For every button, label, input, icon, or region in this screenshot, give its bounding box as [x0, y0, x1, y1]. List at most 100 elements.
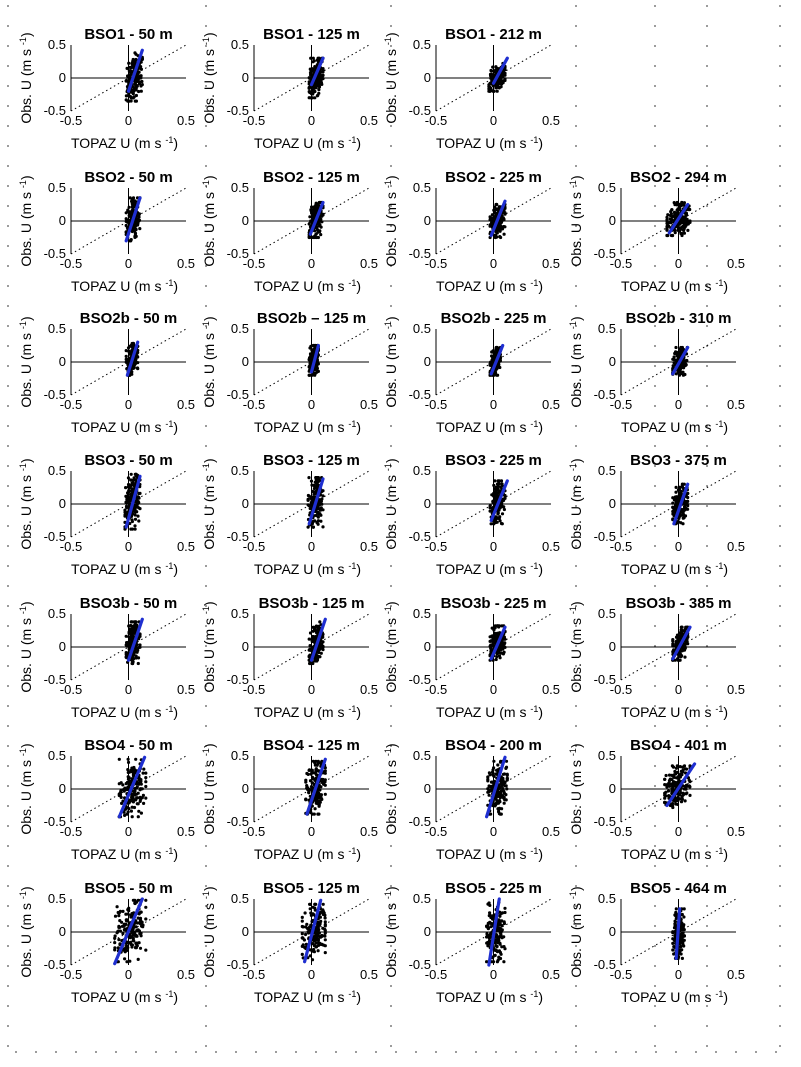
scatter-point: [502, 801, 506, 805]
fit-line: [125, 340, 140, 377]
scatter-point: [129, 238, 133, 242]
x-axis-label: TOPAZ U (m s -1): [254, 419, 361, 435]
y-tick-label: -0.5: [44, 103, 66, 118]
grid-dot: [575, 665, 577, 667]
y-tick-label: -0.5: [594, 529, 616, 544]
scatter-point: [671, 774, 675, 778]
scatter-point: [321, 902, 325, 906]
scatter-point: [129, 620, 133, 624]
x-axis-label: TOPAZ U (m s -1): [436, 419, 543, 435]
grid-dot: [706, 645, 708, 647]
x-tick-label: 0: [675, 824, 682, 839]
scatter-point: [319, 233, 323, 237]
scatter-point: [682, 201, 687, 205]
grid-dot: [654, 445, 656, 447]
grid-dot: [654, 765, 656, 767]
y-tick-label: 0: [59, 639, 66, 654]
scatter-point: [130, 766, 134, 770]
scatter-point: [493, 73, 497, 77]
scatter-point: [681, 770, 685, 774]
scatter-point: [319, 919, 323, 924]
grid-dot: [390, 785, 392, 787]
grid-dot: [706, 205, 708, 207]
y-tick-label: -0.5: [409, 529, 431, 544]
grid-dot: [654, 465, 656, 467]
scatter-point: [124, 634, 128, 638]
scatter-point: [131, 96, 135, 100]
grid-dot: [7, 705, 9, 707]
grid-dot: [7, 685, 9, 687]
scatter-point: [492, 69, 496, 73]
scatter-point: [673, 212, 677, 216]
grid-dot: [205, 65, 207, 67]
y-tick-label: 0: [424, 354, 431, 369]
panel-title: BSO4 - 125 m: [263, 737, 360, 754]
scatter-point: [318, 501, 322, 505]
scatter-point: [673, 231, 677, 235]
scatter-point: [488, 85, 492, 89]
fit-line: [491, 56, 509, 85]
scatter-point: [321, 648, 325, 652]
grid-dot: [390, 345, 392, 347]
grid-dot: [675, 1051, 677, 1053]
scatter-point: [304, 942, 308, 947]
scatter-point: [317, 921, 321, 925]
x-tick-label: 0.5: [542, 682, 560, 697]
scatter-point: [140, 57, 144, 62]
grid-dot: [7, 585, 9, 587]
scatter-point: [499, 648, 503, 652]
scatter-point: [127, 785, 131, 789]
scatter-point: [494, 795, 498, 799]
grid-dot: [205, 605, 207, 607]
scatter-point: [491, 803, 495, 807]
scatter-point: [130, 527, 135, 531]
scatter-point: [671, 496, 675, 500]
scatter-point: [134, 93, 138, 98]
scatter-point: [133, 624, 137, 628]
scatter-point: [667, 781, 671, 785]
scatter-point: [117, 938, 121, 942]
grid-dot: [7, 345, 9, 347]
grid-dot: [654, 125, 656, 127]
grid-dot: [390, 845, 392, 847]
fit-line: [485, 755, 507, 819]
y-axis-label: Obs. U (m s -1): [18, 886, 34, 977]
scatter-point: [321, 508, 325, 512]
grid-dot: [706, 365, 708, 367]
grid-dot: [654, 165, 656, 167]
grid-dot: [395, 1051, 397, 1053]
y-tick-label: 0.5: [598, 748, 616, 763]
grid-dot: [654, 485, 656, 487]
scatter-point: [502, 507, 506, 512]
scatter-point: [141, 771, 145, 775]
scatter-point: [672, 358, 677, 362]
grid-dot: [205, 265, 207, 267]
scatter-point: [495, 768, 499, 772]
scatter-point: [685, 502, 690, 506]
grid-dot: [706, 705, 708, 707]
grid-dot: [779, 885, 781, 887]
grid-dot: [779, 165, 781, 167]
scatter-point: [498, 795, 502, 799]
scatter-point: [505, 787, 509, 791]
grid-dot: [205, 465, 207, 467]
y-tick-label: 0.5: [413, 606, 431, 621]
scatter-point: [486, 787, 490, 791]
grid-dot: [215, 1051, 217, 1053]
grid-dot: [706, 565, 708, 567]
scatter-point: [323, 792, 327, 796]
scatter-point: [124, 494, 128, 498]
scatter-point: [486, 775, 490, 779]
grid-dot: [7, 285, 9, 287]
scatter-point: [125, 501, 129, 505]
grid-dot: [654, 545, 656, 547]
grid-dot: [654, 665, 656, 667]
scatter-point: [126, 770, 130, 775]
grid-dot: [205, 1045, 207, 1047]
x-tick-label: -0.5: [243, 824, 265, 839]
scatter-point: [307, 222, 311, 226]
y-tick-label: 0.5: [231, 180, 249, 195]
grid-dot: [575, 145, 577, 147]
x-tick-label: -0.5: [60, 682, 82, 697]
